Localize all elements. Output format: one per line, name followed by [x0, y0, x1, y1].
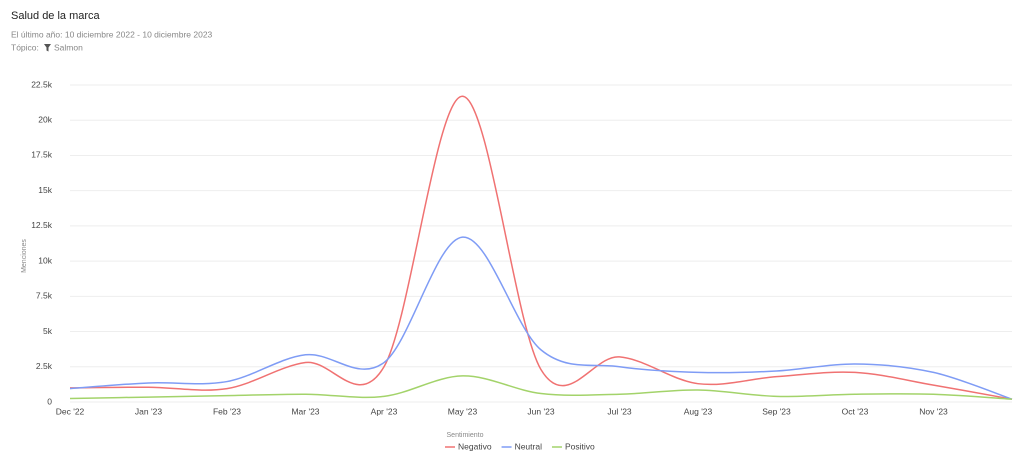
x-tick-label: Jul '23 — [607, 406, 632, 416]
y-tick-label: 0 — [47, 396, 52, 406]
x-tick-label: Apr '23 — [371, 406, 398, 416]
legend-label: Positivo — [565, 441, 595, 451]
line — [69, 236, 1013, 400]
y-tick-label: 10k — [38, 255, 52, 265]
x-tick-label: Nov '23 — [919, 406, 948, 416]
y-tick-label: 20k — [38, 114, 52, 124]
y-tick-label: 2.5k — [36, 361, 53, 371]
line — [69, 375, 1013, 400]
x-tick-label: Jun '23 — [527, 406, 554, 416]
legend-title: Sentimiento — [447, 432, 484, 439]
y-tick-label: 7.5k — [36, 291, 53, 301]
filter-label: Tópico: — [11, 42, 39, 52]
y-axis-label: Menciones — [21, 239, 28, 273]
y-tick-label: 22.5k — [31, 79, 53, 89]
chart-subtitle: El último año: 10 diciembre 2022 - 10 di… — [11, 29, 213, 39]
x-tick-label: Mar '23 — [291, 406, 319, 416]
x-tick-label: Feb '23 — [213, 406, 241, 416]
y-tick-label: 5k — [43, 326, 53, 336]
chart-title: Salud de la marca — [11, 10, 101, 22]
x-tick-label: Jan '23 — [135, 406, 162, 416]
line — [69, 95, 1013, 400]
filter-icon — [44, 44, 51, 52]
filter-value[interactable]: Salmon — [54, 42, 83, 52]
x-tick-label: Oct '23 — [842, 406, 869, 416]
x-tick-label: Aug '23 — [684, 406, 713, 416]
x-tick-label: Sep '23 — [762, 406, 791, 416]
x-tick-label: May '23 — [448, 406, 478, 416]
x-tick-label: Dec '22 — [56, 406, 85, 416]
legend-label: Neutral — [515, 441, 543, 451]
legend-label: Negativo — [458, 441, 492, 451]
y-tick-label: 12.5k — [31, 220, 53, 230]
y-tick-label: 17.5k — [31, 150, 53, 160]
y-tick-label: 15k — [38, 185, 52, 195]
